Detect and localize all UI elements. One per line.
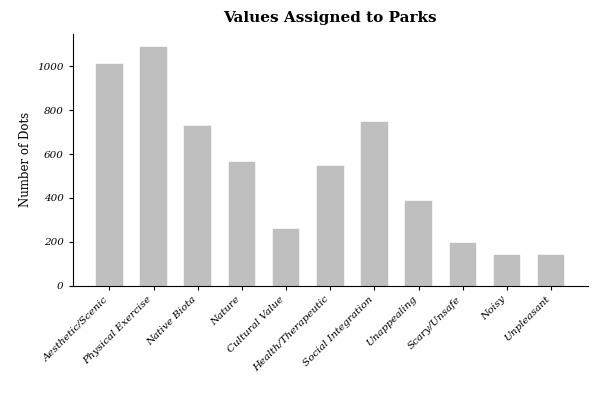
Bar bbox=[361, 122, 388, 286]
Bar bbox=[494, 255, 520, 286]
Bar bbox=[184, 126, 211, 286]
Bar bbox=[228, 162, 255, 286]
Bar bbox=[317, 166, 344, 286]
Bar bbox=[96, 64, 122, 286]
Bar bbox=[141, 47, 167, 286]
Bar bbox=[273, 228, 299, 286]
Bar bbox=[405, 201, 432, 286]
Title: Values Assigned to Parks: Values Assigned to Parks bbox=[224, 11, 437, 26]
Bar bbox=[538, 255, 564, 286]
Bar bbox=[450, 243, 476, 286]
Y-axis label: Number of Dots: Number of Dots bbox=[19, 112, 32, 207]
